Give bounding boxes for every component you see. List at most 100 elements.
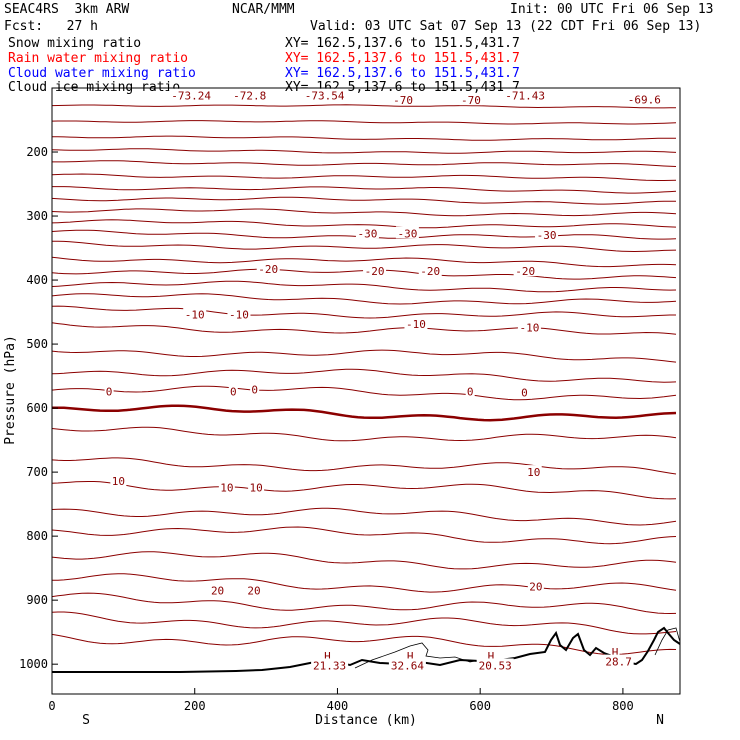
contour-label: -10 bbox=[406, 318, 426, 331]
isotherm-line bbox=[51, 481, 677, 500]
contour-label: -30 bbox=[357, 227, 377, 240]
isotherm-line bbox=[51, 135, 676, 141]
y-tick-label: 400 bbox=[26, 273, 48, 287]
contour-label: 10 bbox=[249, 481, 262, 494]
contour-label: 20.53 bbox=[479, 659, 512, 672]
y-tick-label: 600 bbox=[26, 401, 48, 415]
field-rain-name: Rain water mixing ratio bbox=[8, 51, 189, 66]
isotherm-line bbox=[51, 611, 677, 635]
isotherm-line bbox=[51, 280, 677, 293]
contour-label-bg bbox=[256, 262, 280, 275]
y-tick-label: 300 bbox=[26, 209, 48, 223]
y-tick-label: 900 bbox=[26, 593, 48, 607]
y-tick-label: 500 bbox=[26, 337, 48, 351]
y-tick-label: 700 bbox=[26, 465, 48, 479]
isotherm-line bbox=[51, 196, 677, 205]
moisture-contour-line bbox=[354, 642, 493, 669]
contour-label: 20 bbox=[529, 581, 542, 594]
field-cloudwater-name: Cloud water mixing ratio bbox=[8, 66, 196, 81]
terrain-profile bbox=[52, 626, 681, 673]
contour-label: -10 bbox=[229, 309, 249, 322]
x-axis-left-end: S bbox=[82, 713, 90, 728]
contour-label-bg bbox=[625, 92, 663, 105]
contour-label-bg bbox=[227, 307, 251, 320]
x-tick-label: 0 bbox=[48, 699, 55, 713]
contour-label: H bbox=[407, 650, 414, 663]
contour-label-bg bbox=[388, 658, 426, 671]
isotherm-line bbox=[51, 322, 677, 335]
contour-label-bg bbox=[311, 658, 349, 671]
terrain-line bbox=[52, 626, 681, 673]
contour-label-bg bbox=[250, 382, 260, 395]
isotherm-line bbox=[51, 240, 677, 253]
isotherm-line bbox=[51, 148, 677, 154]
contour-label-bg bbox=[519, 385, 529, 398]
y-tick-label: 1000 bbox=[19, 657, 48, 671]
center-title: NCAR/MMM bbox=[232, 2, 295, 17]
isotherm-line bbox=[51, 293, 677, 305]
contour-label: -20 bbox=[515, 265, 535, 278]
contour-label: -20 bbox=[420, 265, 440, 278]
contour-label: 10 bbox=[527, 466, 540, 479]
field-rain-xy: XY= 162.5,137.6 to 151.5,431.7 bbox=[285, 51, 520, 66]
isotherm-line bbox=[52, 160, 677, 167]
field-snow-name: Snow mixing ratio bbox=[8, 36, 142, 51]
x-axis-right-end: N bbox=[656, 713, 664, 728]
x-tick-label: 200 bbox=[184, 699, 206, 713]
field-snow-xy: XY= 162.5,137.6 to 151.5,431.7 bbox=[285, 36, 520, 51]
contour-label-bg bbox=[405, 648, 415, 661]
contour-label-bg bbox=[476, 658, 514, 671]
contour-labels: -73.24 -72.8 -73.54 -71.43 -69.6 -70 -70 -30 -30… bbox=[104, 88, 663, 672]
isotherm-line bbox=[51, 120, 677, 125]
contour-label: 0 bbox=[106, 385, 113, 398]
contour-label: 32.64 bbox=[391, 659, 424, 672]
contour-label: -73.54 bbox=[305, 90, 345, 103]
isotherm-line bbox=[51, 368, 677, 383]
contour-label: -20 bbox=[258, 263, 278, 276]
run-title: SEAC4RS 3km ARW bbox=[4, 2, 130, 17]
contour-label-bg bbox=[110, 474, 127, 487]
contour-label-bg bbox=[391, 93, 415, 106]
contour-label: 20 bbox=[211, 585, 224, 598]
isotherm-line bbox=[51, 633, 677, 656]
contour-label-bg bbox=[418, 264, 442, 277]
contour-label-bg bbox=[169, 88, 214, 101]
isotherm-line bbox=[51, 526, 677, 545]
contour-label-bg bbox=[228, 384, 238, 397]
forecast-hour: Fcst: 27 h bbox=[4, 19, 98, 34]
contour-label-bg bbox=[363, 264, 387, 277]
isotherm-line bbox=[52, 404, 677, 422]
valid-time: Valid: 03 UTC Sat 07 Sep 13 (22 CDT Fri … bbox=[310, 19, 702, 34]
contour-label: -70 bbox=[393, 94, 413, 107]
isotherm-line bbox=[51, 385, 677, 401]
contour-label-bg bbox=[302, 88, 347, 101]
contour-label: -69.6 bbox=[628, 94, 661, 107]
contour-label-bg bbox=[404, 317, 428, 330]
isotherm-line bbox=[51, 349, 677, 363]
x-axis-label: Distance (km) bbox=[315, 713, 417, 728]
contour-label: H bbox=[488, 650, 495, 663]
contour-label: 0 bbox=[467, 385, 474, 398]
contour-label-bg bbox=[395, 226, 419, 239]
x-tick-label: 800 bbox=[612, 699, 634, 713]
axis-ticks: 0 200 400 600 800200300400500600700800900100… bbox=[19, 145, 634, 713]
contour-label: -30 bbox=[537, 229, 557, 242]
contour-label: 10 bbox=[220, 481, 233, 494]
isotherm-line bbox=[51, 457, 677, 475]
contour-label: 10 bbox=[112, 475, 125, 488]
contour-label: H bbox=[324, 650, 331, 663]
contour-label-bg bbox=[322, 648, 332, 661]
isotherm-line bbox=[51, 104, 677, 109]
moisture-contour bbox=[354, 627, 681, 669]
contour-label-bg bbox=[503, 88, 548, 101]
isotherm-line bbox=[51, 507, 677, 526]
y-axis-label: Pressure (hPa) bbox=[3, 335, 18, 445]
contour-label-bg bbox=[525, 465, 542, 478]
isotherm-line bbox=[52, 573, 677, 593]
isotherm-line bbox=[51, 256, 677, 268]
contour-label-bg bbox=[231, 88, 269, 101]
contour-label: -73.24 bbox=[171, 90, 211, 103]
contour-label-bg bbox=[355, 226, 379, 239]
contour-label-bg bbox=[245, 583, 262, 596]
